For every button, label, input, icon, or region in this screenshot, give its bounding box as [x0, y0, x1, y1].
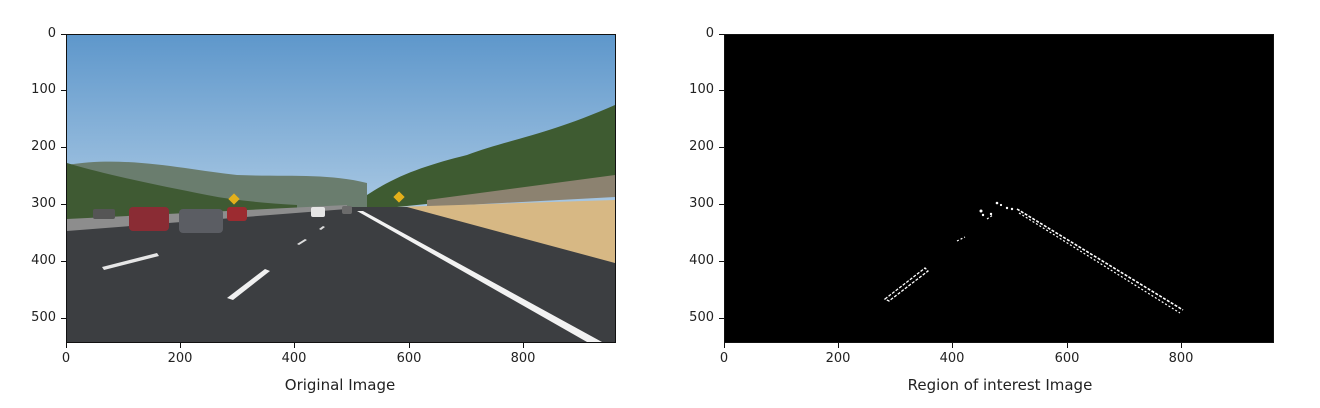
x-tickmark	[952, 343, 953, 348]
x-tick: 400	[939, 351, 965, 366]
x-tick: 600	[1054, 351, 1080, 366]
x-tick: 200	[825, 351, 851, 366]
y-tick: 200	[689, 139, 714, 154]
x-tickmark	[724, 343, 725, 348]
y-tickmark	[719, 147, 724, 148]
x-tick: 800	[1168, 351, 1194, 366]
region-of-interest-image	[724, 34, 1274, 343]
y-tick: 100	[689, 82, 714, 97]
x-tickmark	[294, 343, 295, 348]
y-tick: 0	[47, 26, 56, 41]
y-tickmark	[719, 90, 724, 91]
original-image-panel: 0 100 200 300 400 500 0 200 400 600 800 …	[0, 0, 640, 408]
y-tickmark	[61, 204, 66, 205]
original-image	[66, 34, 616, 343]
y-tick: 500	[31, 310, 56, 325]
edge-lines-image	[883, 201, 1184, 314]
y-tickmark	[61, 34, 66, 35]
x-tick: 400	[281, 351, 307, 366]
y-tick: 300	[31, 196, 56, 211]
x-tick: 200	[167, 351, 193, 366]
x-tick: 0	[719, 351, 729, 366]
y-tickmark	[61, 147, 66, 148]
y-tickmark	[719, 204, 724, 205]
x-tickmark	[409, 343, 410, 348]
x-tick: 800	[510, 351, 536, 366]
x-tickmark	[66, 343, 67, 348]
x-tickmark	[838, 343, 839, 348]
x-tickmark	[523, 343, 524, 348]
y-tickmark	[61, 261, 66, 262]
y-tickmark	[719, 318, 724, 319]
y-tick: 400	[689, 253, 714, 268]
x-tickmark	[180, 343, 181, 348]
x-tickmark	[1181, 343, 1182, 348]
y-tick: 400	[31, 253, 56, 268]
y-tickmark	[61, 90, 66, 91]
x-tick: 0	[61, 351, 71, 366]
x-axis-label: Original Image	[284, 376, 396, 394]
region-of-interest-panel: 0 100 200 300 400 500 0 200 400 600 800 …	[660, 0, 1300, 408]
y-tick: 300	[689, 196, 714, 211]
y-tick: 0	[705, 26, 714, 41]
x-axis-label: Region of interest Image	[907, 376, 1093, 394]
y-tickmark	[719, 34, 724, 35]
x-tick: 600	[396, 351, 422, 366]
y-tick: 500	[689, 310, 714, 325]
road-scene-image	[67, 35, 615, 342]
y-tickmark	[719, 261, 724, 262]
x-tickmark	[1067, 343, 1068, 348]
y-tick: 200	[31, 139, 56, 154]
y-tick: 100	[31, 82, 56, 97]
y-tickmark	[61, 318, 66, 319]
